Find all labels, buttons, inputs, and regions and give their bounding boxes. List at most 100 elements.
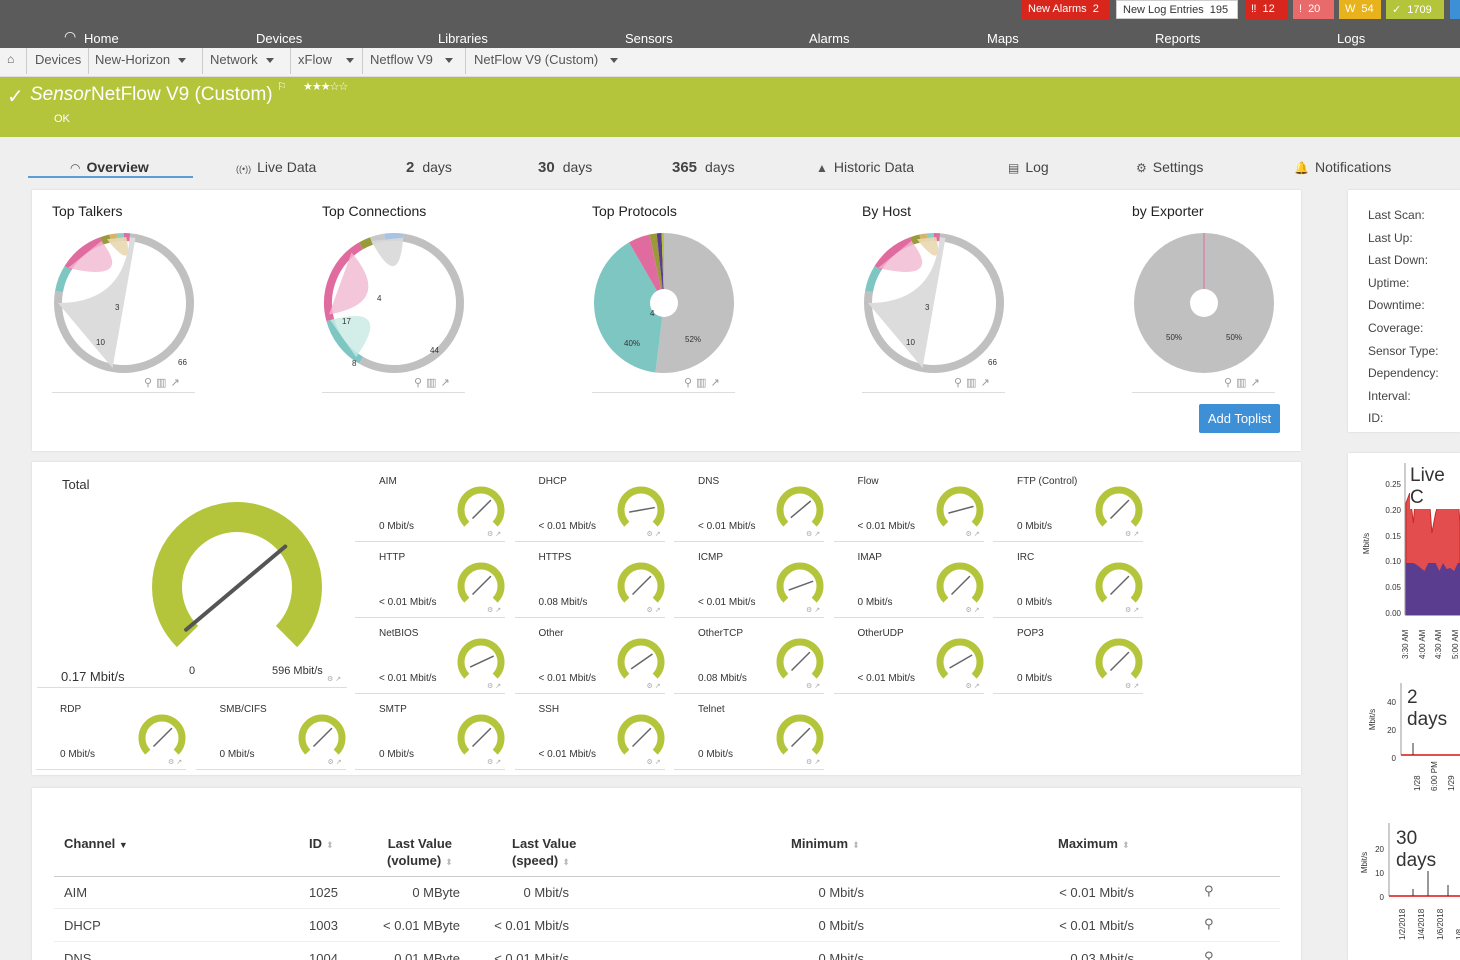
gauge-tools-icon[interactable]: ⚙ ↗ [806,607,821,614]
gauge-label: RDP [60,704,82,715]
gauge-smtp[interactable]: SMTP 0 Mbit/s ⚙ ↗ [355,698,505,770]
toplist-tools-icon[interactable]: ⚲▥↗ [1224,377,1264,389]
gauge-telnet[interactable]: Telnet 0 Mbit/s ⚙ ↗ [674,698,824,770]
sensor-header: ✓ Sensor NetFlow V9 (Custom) ⚐ ★★★☆☆ OK [0,77,1460,137]
tab-8[interactable]: 🔔 Notifications [1294,159,1392,175]
breadcrumb-sensor-type[interactable]: xFlow [298,52,354,67]
gauge-tools-icon[interactable]: ⚙ ↗ [965,607,980,614]
badge-extra[interactable] [1450,0,1460,19]
badge-4[interactable]: W 54 [1339,0,1381,19]
gauge-ssh[interactable]: SSH < 0.01 Mbit/s ⚙ ↗ [514,698,665,770]
gauge-pop3[interactable]: POP3 0 Mbit/s ⚙ ↗ [993,622,1143,694]
gauge-tools-icon[interactable]: ⚙ ↗ [646,683,661,690]
tab-4[interactable]: 365 days [672,159,735,176]
toplist-title-1: Top Connections [322,203,427,219]
gauge-http[interactable]: HTTP < 0.01 Mbit/s ⚙ ↗ [355,546,505,618]
badge-1[interactable]: New Log Entries 195 [1116,0,1238,19]
nav-reports[interactable]: Reports [1155,31,1201,46]
breadcrumb-group[interactable]: Network [210,52,274,67]
gauge-tools-icon[interactable]: ⚙ ↗ [168,759,183,766]
tab-7[interactable]: ⚙ Settings [1136,159,1204,175]
cell-channel[interactable]: AIM [64,885,88,900]
gauge-tools-icon[interactable]: ⚙ ↗ [646,759,661,766]
nav-maps[interactable]: Maps [987,31,1019,46]
gauge-tools-icon[interactable]: ⚙ ↗ [806,683,821,690]
col-id[interactable]: ID ⬍ [309,836,334,851]
gauge-dns[interactable]: DNS < 0.01 Mbit/s ⚙ ↗ [674,470,824,542]
gauge-tools-icon[interactable]: ⚙ ↗ [965,531,980,538]
gauge-tools-icon[interactable]: ⚙ ↗ [646,531,661,538]
breadcrumb-devices[interactable]: Devices [35,52,82,67]
tab-1[interactable]: ((•)) Live Data [236,159,317,175]
priority-stars[interactable]: ★★★☆☆ [303,81,348,93]
col-channel[interactable]: Channel ▼ [64,836,128,851]
gauge-tools-icon[interactable]: ⚙ ↗ [327,676,342,683]
cell-channel[interactable]: DNS [64,951,92,960]
gauge-tools-icon[interactable]: ⚙ ↗ [1125,607,1140,614]
gauge-tools-icon[interactable]: ⚙ ↗ [487,683,502,690]
gauge-tools-icon[interactable]: ⚙ ↗ [806,759,821,766]
gauge-tools-icon[interactable]: ⚙ ↗ [487,607,502,614]
flag-icon[interactable]: ⚐ [277,81,287,93]
channel-settings-icon[interactable]: ⚲ [1204,949,1214,960]
nav-libraries[interactable]: Libraries [438,31,488,46]
gauge-tools-icon[interactable]: ⚙ ↗ [327,759,342,766]
gauge-value: < 0.01 Mbit/s [538,749,597,760]
tab-2[interactable]: 2 days [406,159,452,176]
badge-2[interactable]: ‼ 12 [1245,0,1288,19]
toplist-tools-icon[interactable]: ⚲▥↗ [144,377,184,389]
gauge-other[interactable]: Other < 0.01 Mbit/s ⚙ ↗ [514,622,665,694]
nav-alarms[interactable]: Alarms [809,31,850,46]
gauge-tools-icon[interactable]: ⚙ ↗ [487,759,502,766]
gauge-tools-icon[interactable]: ⚙ ↗ [1125,683,1140,690]
channel-settings-icon[interactable]: ⚲ [1204,916,1214,931]
col-last-value-volume[interactable]: Last Value (volume) ⬍ [387,836,453,868]
toplist-tools-icon[interactable]: ⚲▥↗ [684,377,724,389]
cell-channel[interactable]: DHCP [64,918,101,933]
col-last-value-speed[interactable]: Last Value (speed) ⬍ [512,836,577,868]
col-minimum[interactable]: Minimum ⬍ [791,836,860,851]
gauge-othertcp[interactable]: OtherTCP 0.08 Mbit/s ⚙ ↗ [674,622,824,694]
gauge-icmp[interactable]: ICMP < 0.01 Mbit/s ⚙ ↗ [674,546,824,618]
nav-devices[interactable]: Devices [256,31,303,46]
gauge-smb-cifs[interactable]: SMB/CIFS 0 Mbit/s ⚙ ↗ [195,698,346,770]
gauge-tools-icon[interactable]: ⚙ ↗ [487,531,502,538]
cell-volume: 0 MByte [412,885,460,900]
badge-5[interactable]: ✓ 1709 [1386,0,1444,19]
toplist-label: 40% [624,339,640,348]
gauge-tools-icon[interactable]: ⚙ ↗ [646,607,661,614]
gauge-ftp-control-[interactable]: FTP (Control) 0 Mbit/s ⚙ ↗ [993,470,1143,542]
gauge-imap[interactable]: IMAP 0 Mbit/s ⚙ ↗ [833,546,984,618]
breadcrumb-device[interactable]: New-Horizon [95,52,187,67]
gauge-flow[interactable]: Flow < 0.01 Mbit/s ⚙ ↗ [833,470,984,542]
gauge-tools-icon[interactable]: ⚙ ↗ [965,683,980,690]
gauge-dhcp[interactable]: DHCP < 0.01 Mbit/s ⚙ ↗ [514,470,665,542]
tab-5[interactable]: ▲ Historic Data [816,159,915,175]
home-icon[interactable]: ⌂ [7,52,15,66]
breadcrumb-current[interactable]: NetFlow V9 (Custom) [474,52,619,67]
nav-logs[interactable]: Logs [1337,31,1366,46]
toplist-tools-icon[interactable]: ⚲▥↗ [954,377,994,389]
gauge-rdp[interactable]: RDP 0 Mbit/s ⚙ ↗ [36,698,186,770]
badge-0[interactable]: New Alarms 2 [1022,0,1110,19]
nav-sensors[interactable]: Sensors [625,31,673,46]
live-xtick: 4:30 AM [1434,629,1443,659]
add-toplist-button[interactable]: Add Toplist [1199,404,1280,433]
badge-3[interactable]: ! 20 [1293,0,1334,19]
breadcrumb-subtype[interactable]: Netflow V9 [370,52,453,67]
gauge-irc[interactable]: IRC 0 Mbit/s ⚙ ↗ [993,546,1143,618]
gauge-aim[interactable]: AIM 0 Mbit/s ⚙ ↗ [355,470,505,542]
gauge-https[interactable]: HTTPS 0.08 Mbit/s ⚙ ↗ [514,546,665,618]
toplist-tools-icon[interactable]: ⚲▥↗ [414,377,454,389]
gauge-tools-icon[interactable]: ⚙ ↗ [1125,531,1140,538]
gauge-netbios[interactable]: NetBIOS < 0.01 Mbit/s ⚙ ↗ [355,622,505,694]
tab-6[interactable]: ▤ Log [1008,159,1049,175]
live-xtick: 3:30 AM [1401,629,1410,659]
col-maximum[interactable]: Maximum ⬍ [1058,836,1130,851]
gauge-tools-icon[interactable]: ⚙ ↗ [806,531,821,538]
tab-0[interactable]: ◠ Overview [70,159,149,175]
tab-3[interactable]: 30 days [538,159,593,176]
channel-settings-icon[interactable]: ⚲ [1204,883,1214,898]
nav-home[interactable]: Home [84,31,119,46]
gauge-otherudp[interactable]: OtherUDP < 0.01 Mbit/s ⚙ ↗ [833,622,984,694]
